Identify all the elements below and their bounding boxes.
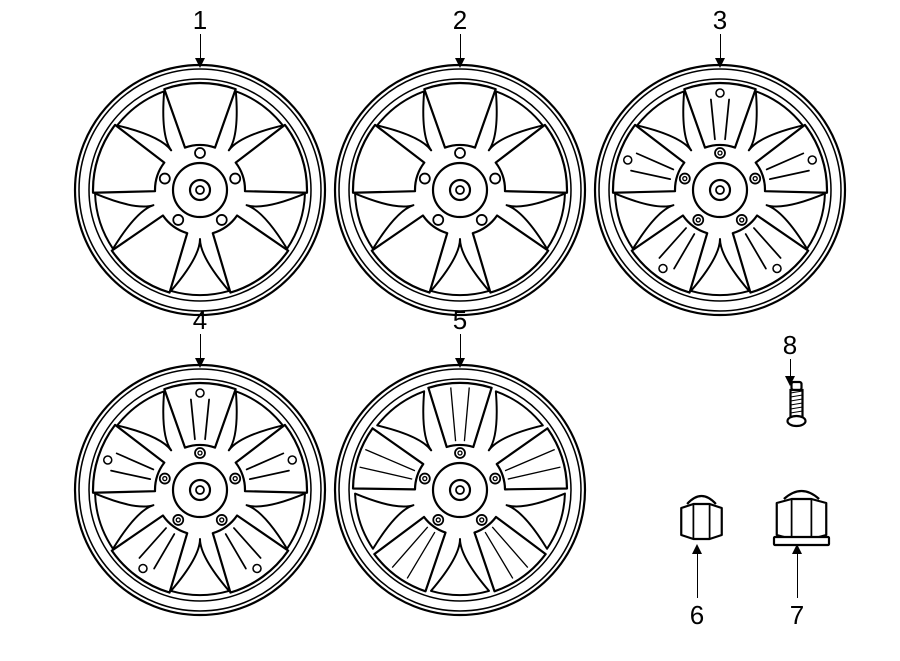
callout-label-6: 6 (682, 600, 712, 631)
callout-label-2: 2 (445, 5, 475, 36)
callout-arrow-1 (195, 58, 205, 68)
wheel-2 (331, 61, 589, 319)
callout-pointer-3 (720, 34, 721, 60)
wheel-1 (71, 61, 329, 319)
callout-label-4: 4 (185, 305, 215, 336)
callout-pointer-7 (797, 552, 798, 598)
callout-arrow-2 (455, 58, 465, 68)
callout-pointer-1 (200, 34, 201, 60)
callout-arrow-3 (715, 58, 725, 68)
callout-arrow-5 (455, 358, 465, 368)
callout-pointer-4 (200, 334, 201, 360)
callout-label-8: 8 (775, 330, 805, 361)
callout-label-5: 5 (445, 305, 475, 336)
wheel-4 (71, 361, 329, 619)
callout-arrow-4 (195, 358, 205, 368)
callout-label-7: 7 (782, 600, 812, 631)
valve-8 (775, 380, 818, 433)
callout-pointer-6 (697, 552, 698, 598)
callout-arrow-6 (692, 544, 702, 554)
callout-label-1: 1 (185, 5, 215, 36)
parts-diagram: { "diagram": { "background_color": "#fff… (0, 0, 900, 661)
callout-arrow-7 (792, 544, 802, 554)
callout-arrow-8 (785, 376, 795, 386)
lugnut-7 (770, 485, 833, 553)
callout-label-3: 3 (705, 5, 735, 36)
callout-pointer-5 (460, 334, 461, 360)
wheel-5 (331, 361, 589, 619)
wheel-3 (591, 61, 849, 319)
callout-pointer-2 (460, 34, 461, 60)
